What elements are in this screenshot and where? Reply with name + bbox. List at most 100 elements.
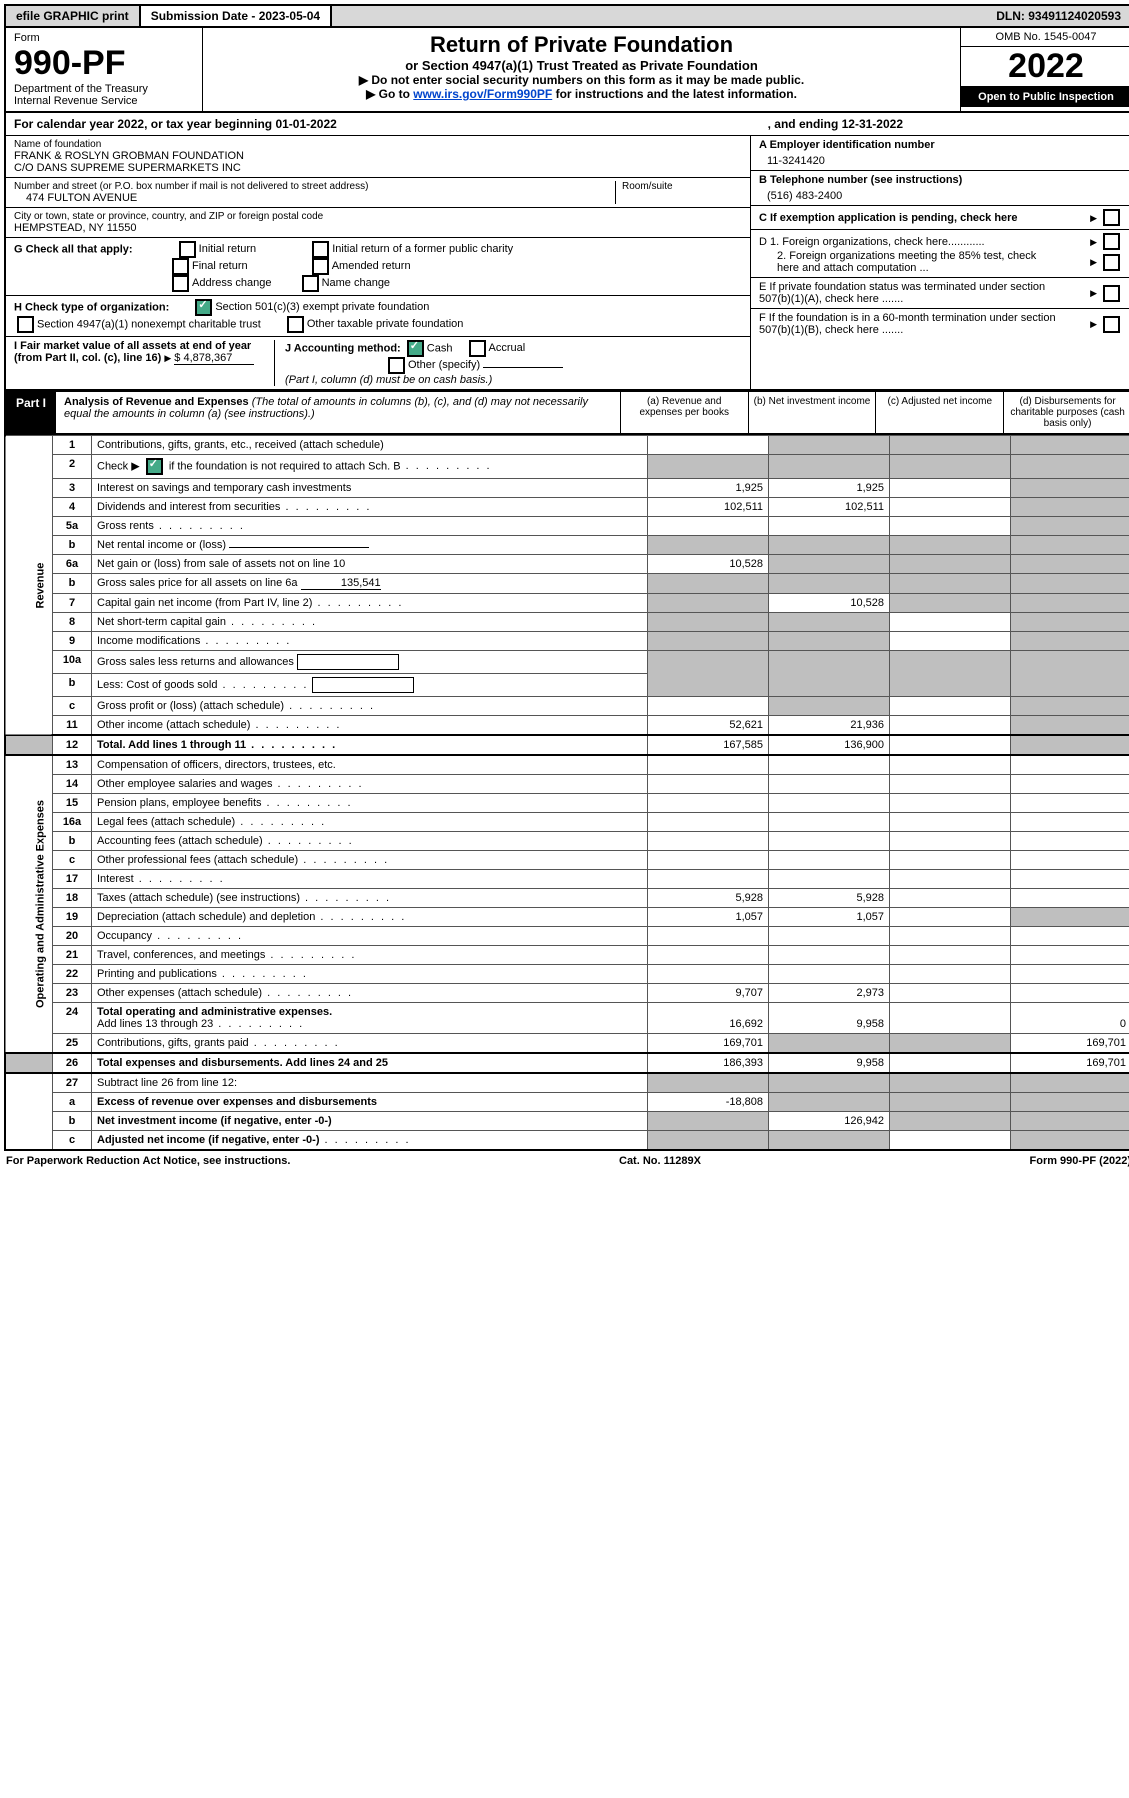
line-13-num: 13 xyxy=(53,755,92,775)
line-10c-num: c xyxy=(53,697,92,716)
line-24-d: 0 xyxy=(1011,1003,1129,1034)
line-23-a: 9,707 xyxy=(648,984,769,1003)
line-1-num: 1 xyxy=(53,436,92,455)
line-2-desc: Check ▶ if the foundation is not require… xyxy=(92,455,648,479)
g-initial-return: Initial return xyxy=(199,243,256,255)
col-b-header: (b) Net investment income xyxy=(748,392,876,433)
line-18-desc: Taxes (attach schedule) (see instruction… xyxy=(92,889,648,908)
line-18-b: 5,928 xyxy=(769,889,890,908)
initial-former-checkbox[interactable] xyxy=(312,241,329,258)
amended-return-checkbox[interactable] xyxy=(312,258,329,275)
line-20-num: 20 xyxy=(53,927,92,946)
name-change-checkbox[interactable] xyxy=(302,275,319,292)
line-4-num: 4 xyxy=(53,498,92,517)
table-row: 5a Gross rents xyxy=(5,517,1129,536)
table-row: 9 Income modifications xyxy=(5,632,1129,651)
revenue-section-label: Revenue xyxy=(5,436,53,736)
line-11-a: 52,621 xyxy=(648,716,769,736)
ein-label: A Employer identification number xyxy=(759,139,1123,151)
dln: DLN: 93491124020593 xyxy=(986,6,1129,26)
line-9-desc: Income modifications xyxy=(92,632,648,651)
line-6b-inline: 135,541 xyxy=(301,577,381,590)
identity-left: Name of foundation FRANK & ROSLYN GROBMA… xyxy=(6,136,750,389)
line-27-desc: Subtract line 26 from line 12: xyxy=(92,1073,648,1093)
line-5a-desc: Gross rents xyxy=(92,517,648,536)
table-row: 4 Dividends and interest from securities… xyxy=(5,498,1129,517)
c-checkbox[interactable] xyxy=(1103,209,1120,226)
table-row: bNet investment income (if negative, ent… xyxy=(5,1112,1129,1131)
line-25-desc: Contributions, gifts, grants paid xyxy=(92,1034,648,1054)
line-7-num: 7 xyxy=(53,594,92,613)
table-row: 23Other expenses (attach schedule)9,7072… xyxy=(5,984,1129,1003)
address-cell: Number and street (or P.O. box number if… xyxy=(6,178,750,208)
line-10b-num: b xyxy=(53,674,92,697)
line-16c-desc: Other professional fees (attach schedule… xyxy=(92,851,648,870)
line-24-a: 16,692 xyxy=(648,1003,769,1034)
501c3-checkbox[interactable] xyxy=(195,299,212,316)
line-17-num: 17 xyxy=(53,870,92,889)
cash-checkbox[interactable] xyxy=(407,340,424,357)
form-label: Form xyxy=(14,32,194,44)
line-3-num: 3 xyxy=(53,479,92,498)
line-19-num: 19 xyxy=(53,908,92,927)
address-change-checkbox[interactable] xyxy=(172,275,189,292)
top-bar: efile GRAPHIC print Submission Date - 20… xyxy=(4,4,1129,28)
schb-checkbox[interactable] xyxy=(146,458,163,475)
efile-print-button[interactable]: efile GRAPHIC print xyxy=(6,6,141,26)
form-title: Return of Private Foundation xyxy=(211,32,952,58)
line-4-desc: Dividends and interest from securities xyxy=(92,498,648,517)
table-row: 3 Interest on savings and temporary cash… xyxy=(5,479,1129,498)
line-3-desc: Interest on savings and temporary cash i… xyxy=(92,479,648,498)
irs-label: Internal Revenue Service xyxy=(14,95,194,107)
4947-checkbox[interactable] xyxy=(17,316,34,333)
line-3-b: 1,925 xyxy=(769,479,890,498)
identity-grid: Name of foundation FRANK & ROSLYN GROBMA… xyxy=(4,136,1129,390)
other-taxable-checkbox[interactable] xyxy=(287,316,304,333)
f-cell: F If the foundation is in a 60-month ter… xyxy=(751,309,1129,339)
final-return-checkbox[interactable] xyxy=(172,258,189,275)
d1-checkbox[interactable] xyxy=(1103,233,1120,250)
foundation-name-2: C/O DANS SUPREME SUPERMARKETS INC xyxy=(14,162,742,174)
e-cell: E If private foundation status was termi… xyxy=(751,278,1129,309)
table-row: cAdjusted net income (if negative, enter… xyxy=(5,1131,1129,1151)
line-1-desc: Contributions, gifts, grants, etc., rece… xyxy=(92,436,648,455)
line-27a-a: -18,808 xyxy=(648,1093,769,1112)
note2-prefix: ▶ Go to xyxy=(366,87,413,101)
line-23-num: 23 xyxy=(53,984,92,1003)
ein-value: 11-3241420 xyxy=(759,151,1123,167)
line-27a-num: a xyxy=(53,1093,92,1112)
calendar-year-row: For calendar year 2022, or tax year begi… xyxy=(4,113,1129,136)
line-13-desc: Compensation of officers, directors, tru… xyxy=(92,755,648,775)
d2-checkbox[interactable] xyxy=(1103,254,1120,271)
line-10c-desc: Gross profit or (loss) (attach schedule) xyxy=(92,697,648,716)
e-checkbox[interactable] xyxy=(1103,285,1120,302)
section-i-j: I Fair market value of all assets at end… xyxy=(6,337,750,389)
line-7-b: 10,528 xyxy=(769,594,890,613)
table-row: 25Contributions, gifts, grants paid169,7… xyxy=(5,1034,1129,1054)
table-row: 18Taxes (attach schedule) (see instructi… xyxy=(5,889,1129,908)
footer-mid: Cat. No. 11289X xyxy=(619,1155,701,1167)
part1-title: Analysis of Revenue and Expenses xyxy=(64,396,252,408)
f-checkbox[interactable] xyxy=(1103,316,1120,333)
accrual-checkbox[interactable] xyxy=(469,340,486,357)
address-value: 474 FULTON AVENUE xyxy=(14,192,615,204)
form990pf-link[interactable]: www.irs.gov/Form990PF xyxy=(413,87,552,101)
line-12-num: 12 xyxy=(53,735,92,755)
table-row: 22Printing and publications xyxy=(5,965,1129,984)
line-27a-desc: Excess of revenue over expenses and disb… xyxy=(92,1093,648,1112)
line-16a-desc: Legal fees (attach schedule) xyxy=(92,813,648,832)
table-row: cOther professional fees (attach schedul… xyxy=(5,851,1129,870)
h-4947: Section 4947(a)(1) nonexempt charitable … xyxy=(37,318,261,330)
section-h: H Check type of organization: Section 50… xyxy=(6,296,750,337)
line-16c-num: c xyxy=(53,851,92,870)
ein-cell: A Employer identification number 11-3241… xyxy=(751,136,1129,171)
table-row: aExcess of revenue over expenses and dis… xyxy=(5,1093,1129,1112)
line-26-num: 26 xyxy=(53,1053,92,1073)
table-row: c Gross profit or (loss) (attach schedul… xyxy=(5,697,1129,716)
other-method-checkbox[interactable] xyxy=(388,357,405,374)
table-row: 15Pension plans, employee benefits xyxy=(5,794,1129,813)
initial-return-checkbox[interactable] xyxy=(179,241,196,258)
line-8-desc: Net short-term capital gain xyxy=(92,613,648,632)
footer: For Paperwork Reduction Act Notice, see … xyxy=(4,1151,1129,1171)
line-22-desc: Printing and publications xyxy=(92,965,648,984)
